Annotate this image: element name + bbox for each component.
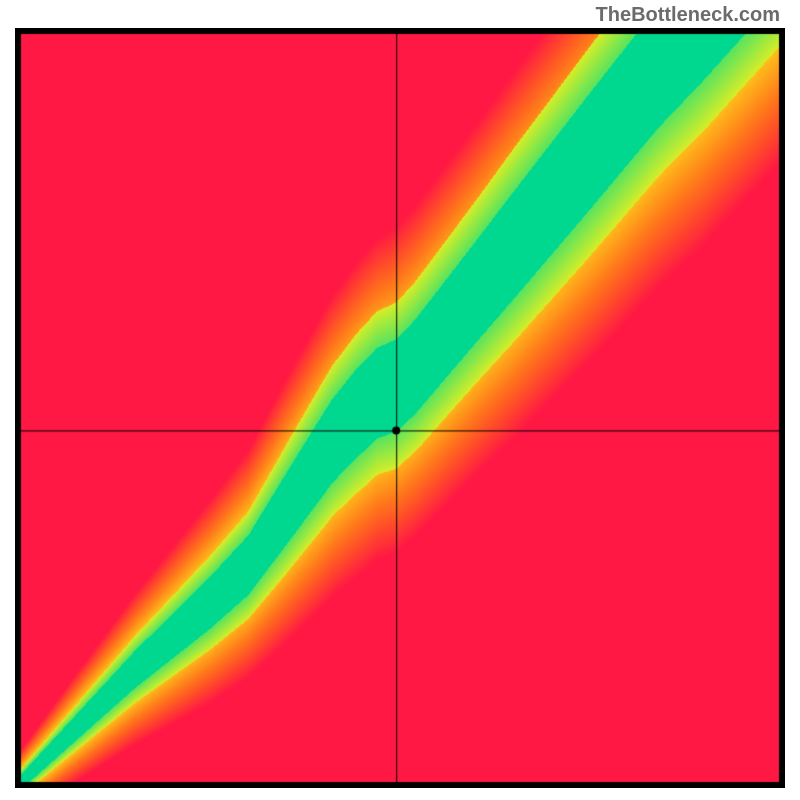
watermark-text: TheBottleneck.com	[596, 4, 780, 27]
heatmap-frame	[15, 28, 785, 788]
heatmap-canvas	[15, 28, 785, 788]
